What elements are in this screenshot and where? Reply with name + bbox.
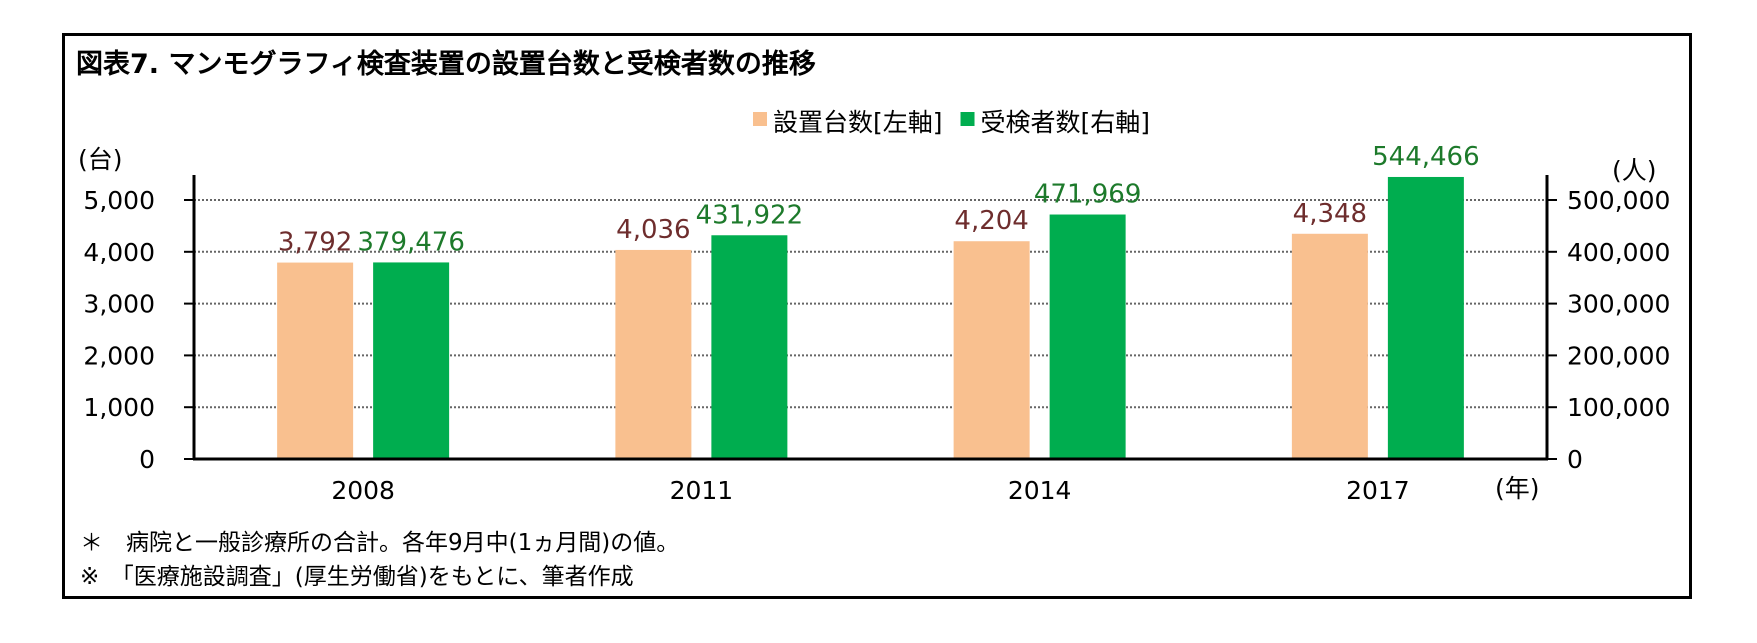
left-tick-label: 2,000 xyxy=(83,341,155,370)
left-tick-label: 1,000 xyxy=(83,393,155,422)
right-tick-label: 200,000 xyxy=(1567,341,1670,370)
right-tick-label: 0 xyxy=(1567,445,1583,474)
legend-label: 受検者数[右軸] xyxy=(981,108,1151,137)
x-tick-label: 2011 xyxy=(670,476,734,505)
legend-swatch xyxy=(960,112,975,126)
bar-devices-2017 xyxy=(1291,233,1368,459)
bar-devices-2008 xyxy=(277,262,354,459)
data-label: 4,348 xyxy=(1293,199,1367,229)
data-label: 431,922 xyxy=(696,200,804,230)
right-tick-label: 500,000 xyxy=(1567,186,1670,215)
bar-examinees-2017 xyxy=(1387,176,1464,459)
chart-frame xyxy=(62,33,1692,599)
right-tick-label: 400,000 xyxy=(1567,238,1670,267)
chart-title: 図表7. マンモグラフィ検査装置の設置台数と受検者数の推移 xyxy=(76,49,816,80)
bar-devices-2011 xyxy=(615,249,692,459)
right-tick-label: 100,000 xyxy=(1567,393,1670,422)
x-tick-label: 2017 xyxy=(1346,476,1410,505)
left-axis-unit: (台) xyxy=(78,145,123,174)
footnote-2: ※ 「医療施設調査」(厚生労働省)をもとに、筆者作成 xyxy=(80,564,634,590)
left-tick-label: 3,000 xyxy=(83,290,155,319)
footnote-1: ＊ 病院と一般診療所の合計。各年9月中(1ヵ月間)の値。 xyxy=(80,530,680,556)
data-label: 4,036 xyxy=(616,215,690,245)
data-label: 3,792 xyxy=(278,228,352,258)
x-tick-label: 2008 xyxy=(331,476,395,505)
data-label: 379,476 xyxy=(357,227,465,257)
left-tick-label: 5,000 xyxy=(83,186,155,215)
data-label: 471,969 xyxy=(1034,180,1142,210)
data-label: 4,204 xyxy=(954,206,1028,236)
x-tick-label: 2014 xyxy=(1008,476,1072,505)
x-axis-unit: (年) xyxy=(1495,474,1540,503)
bar-examinees-2014 xyxy=(1049,214,1126,459)
left-tick-label: 4,000 xyxy=(83,238,155,267)
left-tick-label: 0 xyxy=(139,445,155,474)
bar-examinees-2008 xyxy=(373,262,450,459)
legend-swatch xyxy=(753,112,767,126)
right-axis-unit: (人) xyxy=(1612,156,1657,185)
bar-examinees-2011 xyxy=(711,235,788,459)
right-tick-label: 300,000 xyxy=(1567,290,1670,319)
data-label: 544,466 xyxy=(1372,142,1480,172)
bar-devices-2014 xyxy=(953,241,1030,459)
legend-label: 設置台数[左軸] xyxy=(773,108,943,137)
